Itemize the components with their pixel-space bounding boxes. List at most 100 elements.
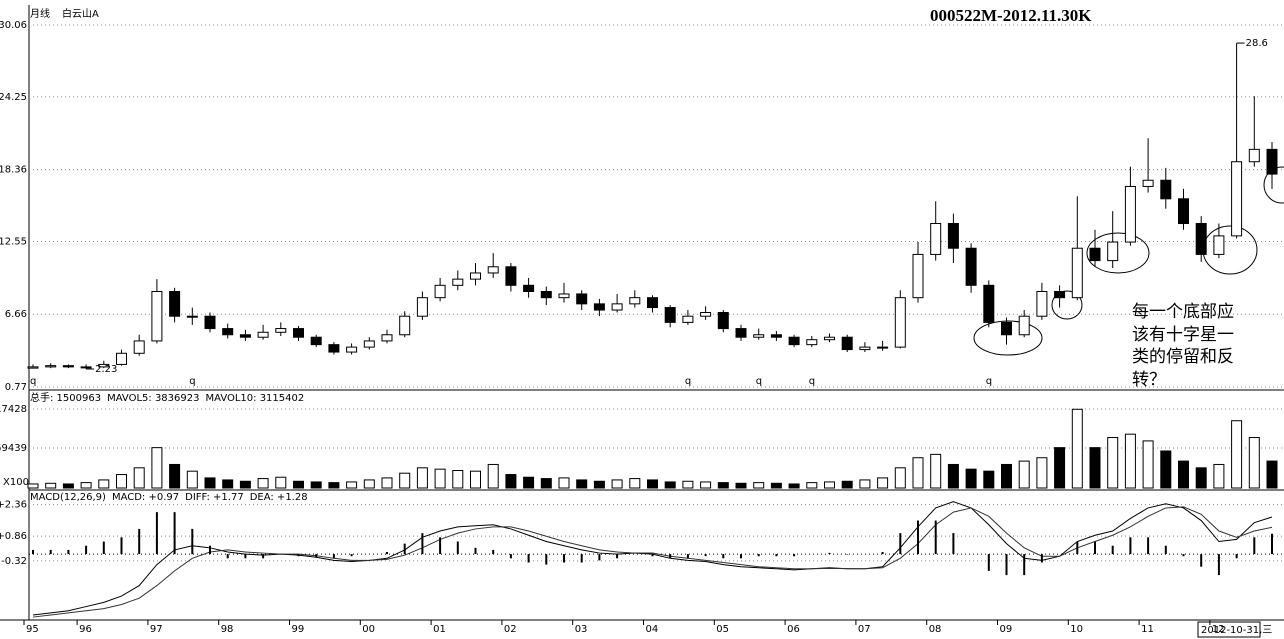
event-flag: q bbox=[756, 376, 762, 387]
event-flag: q bbox=[30, 376, 36, 387]
volume-bar bbox=[1071, 408, 1083, 489]
event-flag: q bbox=[986, 376, 992, 387]
volume-bar bbox=[753, 482, 765, 489]
x-tick-label: 95 bbox=[26, 624, 39, 635]
candle-body bbox=[204, 315, 216, 330]
volume-bar bbox=[434, 468, 446, 489]
y-tick-label: 59439 bbox=[0, 443, 27, 454]
candle-body bbox=[841, 336, 853, 351]
volume-bar bbox=[1142, 440, 1154, 489]
candle-body bbox=[505, 266, 517, 286]
circle bbox=[1051, 290, 1083, 320]
volume-bar bbox=[239, 480, 251, 489]
panel-header: MACD: +0.97 bbox=[112, 492, 179, 503]
candle-body bbox=[470, 272, 481, 280]
x-tick-label: 06 bbox=[787, 624, 800, 635]
volume-bar bbox=[717, 482, 729, 489]
candle-body bbox=[912, 253, 924, 299]
volume-bar bbox=[45, 482, 57, 489]
candle-body bbox=[275, 328, 287, 333]
candle-body bbox=[239, 334, 251, 338]
volume-bar bbox=[27, 483, 39, 489]
volume-bar bbox=[1107, 437, 1119, 489]
volume-bar bbox=[806, 482, 818, 489]
candle-body bbox=[824, 336, 835, 341]
volume-bar bbox=[80, 482, 92, 489]
x-tick-label: 02 bbox=[504, 624, 517, 635]
candle-body bbox=[682, 315, 694, 323]
volume-bar bbox=[735, 482, 747, 489]
candle-body bbox=[1160, 179, 1172, 200]
volume-bar bbox=[169, 463, 181, 489]
candle-body bbox=[27, 366, 39, 369]
volume-bar bbox=[788, 483, 800, 489]
event-flag: q bbox=[809, 376, 815, 387]
volume-bar bbox=[912, 457, 924, 489]
circles bbox=[973, 166, 1284, 356]
x-tick-label: 96 bbox=[79, 624, 92, 635]
volume-bar bbox=[1160, 450, 1172, 489]
candle-body bbox=[700, 312, 712, 317]
circle bbox=[1086, 232, 1150, 274]
y-tick-label: 24.25 bbox=[0, 92, 27, 103]
candle-body bbox=[222, 328, 234, 336]
x-tick-label: 05 bbox=[716, 624, 729, 635]
volume-bar bbox=[399, 472, 411, 489]
candle-body bbox=[1213, 235, 1225, 255]
volume-bar bbox=[1266, 460, 1278, 489]
x-tick-label: 01 bbox=[433, 624, 446, 635]
volume-bar bbox=[116, 474, 127, 489]
macd-line bbox=[32, 506, 1273, 618]
candle-body bbox=[133, 340, 145, 354]
x-tick-label: 99 bbox=[292, 624, 305, 635]
unit-label: X100 bbox=[3, 477, 29, 488]
volume-bar bbox=[222, 479, 234, 489]
candle-body bbox=[629, 297, 641, 305]
candle-body bbox=[611, 303, 623, 311]
candle-body bbox=[381, 334, 393, 342]
volume-bar bbox=[558, 477, 570, 489]
volume-bar bbox=[824, 481, 835, 489]
candle-body bbox=[647, 297, 658, 309]
circle bbox=[973, 320, 1043, 356]
volume-bar bbox=[487, 463, 499, 489]
volume-bar bbox=[470, 470, 481, 489]
candle-body bbox=[1231, 161, 1243, 237]
y-tick-label: -0.32 bbox=[1, 556, 27, 567]
candle-body bbox=[416, 297, 428, 317]
candle-body bbox=[1266, 148, 1278, 175]
volume-bar bbox=[310, 481, 322, 489]
stock-name: 白云山A bbox=[62, 7, 99, 20]
volume-bar bbox=[275, 476, 287, 489]
volume-bar bbox=[682, 480, 694, 489]
candle-body bbox=[1142, 179, 1154, 187]
volume-bar bbox=[930, 453, 942, 489]
volume-bar bbox=[523, 476, 535, 489]
volume-bar bbox=[629, 478, 641, 489]
panel-header: DEA: +1.28 bbox=[250, 492, 308, 503]
volume-bar bbox=[151, 447, 163, 489]
panel-header: MAVOL5: 3836923 bbox=[107, 393, 199, 404]
volume-bar bbox=[1213, 463, 1225, 489]
note: 每一个底部应 该有十字星一 类的停留和反 转？ bbox=[1132, 302, 1234, 390]
volume-bar bbox=[505, 474, 517, 489]
volume-bar bbox=[416, 467, 428, 489]
y-tick-label: 30.06 bbox=[0, 20, 27, 31]
volume-bar bbox=[257, 478, 269, 489]
code-label: 000522M-2012.11.30K bbox=[930, 6, 1092, 25]
candle-body bbox=[1089, 247, 1101, 262]
volume-bar bbox=[770, 482, 782, 489]
candle-body bbox=[894, 297, 906, 348]
candle-body bbox=[1124, 185, 1136, 243]
volume-bar bbox=[452, 470, 464, 489]
candle-body bbox=[1001, 321, 1012, 336]
candle-body bbox=[399, 315, 411, 336]
volume-bar bbox=[1054, 447, 1066, 489]
panel-header: MACD(12,26,9) bbox=[30, 492, 106, 503]
volume-bar bbox=[1001, 463, 1012, 489]
candle-body bbox=[151, 290, 163, 342]
volume-bar bbox=[1124, 433, 1136, 489]
x-tick-label: 08 bbox=[929, 624, 942, 635]
x-tick-label: 10 bbox=[1070, 624, 1083, 635]
